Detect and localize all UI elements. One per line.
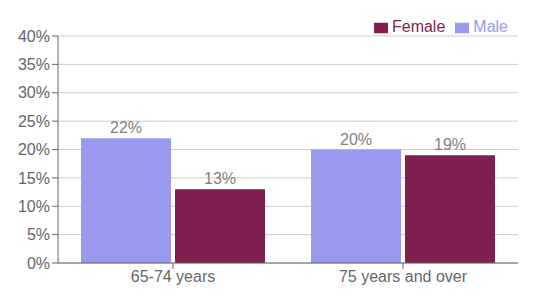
- html-text:Female: Female: [392, 18, 446, 35]
- svg-text:5%: 5%: [27, 226, 50, 243]
- svg-text:15%: 15%: [18, 170, 50, 187]
- svg-text:13%: 13%: [204, 170, 236, 187]
- svg-text:35%: 35%: [18, 56, 50, 73]
- svg-text:75 years and over: 75 years and over: [339, 268, 468, 285]
- html-text:Male: Male: [473, 18, 508, 35]
- svg-text:20%: 20%: [340, 131, 372, 148]
- svg-text:40%: 40%: [18, 28, 50, 45]
- svg-text:19%: 19%: [434, 136, 466, 153]
- svg-text:22%: 22%: [110, 119, 142, 136]
- svg-text:0%: 0%: [27, 255, 50, 272]
- svg-text:30%: 30%: [18, 84, 50, 101]
- svg-text:65-74 years: 65-74 years: [131, 268, 216, 285]
- svg-text:25%: 25%: [18, 113, 50, 130]
- svg-text:20%: 20%: [18, 141, 50, 158]
- svg-text:10%: 10%: [18, 198, 50, 215]
